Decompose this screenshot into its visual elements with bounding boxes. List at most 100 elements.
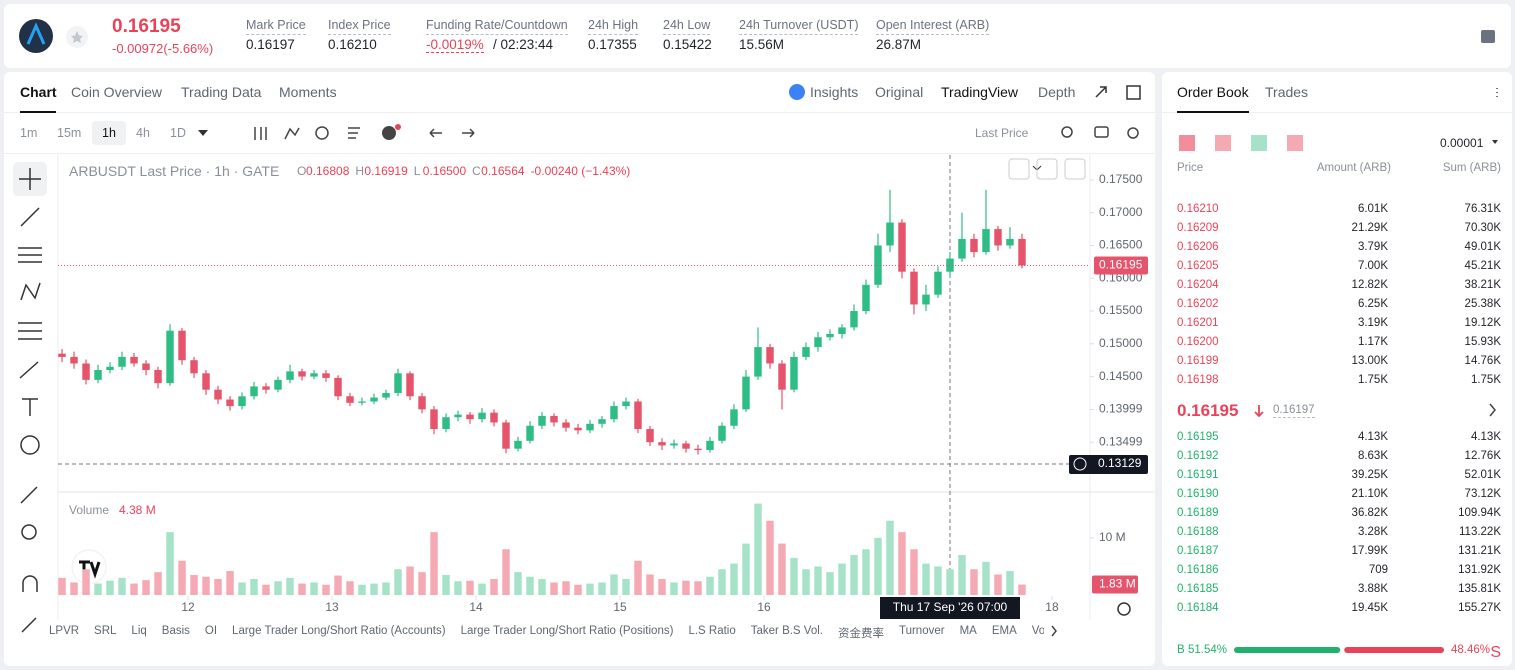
arrow-right[interactable] <box>1489 403 1496 417</box>
interval[interactable]: 1h <box>102 126 116 140</box>
crosshair-tool[interactable] <box>19 168 41 190</box>
indicator[interactable]: Turnover <box>898 625 945 637</box>
candle-body <box>742 376 750 410</box>
candle-type-icon[interactable] <box>254 127 267 140</box>
pen-tool[interactable] <box>21 617 37 633</box>
volume-bar <box>226 571 234 595</box>
volume-bar <box>142 580 150 595</box>
chart-tab[interactable]: Trading Data <box>181 84 262 100</box>
layout-icon[interactable] <box>1215 135 1231 151</box>
ob-sum: 25.38K <box>1464 298 1501 310</box>
ob-price: 0.16195 <box>1177 431 1219 443</box>
divider <box>4 153 1155 154</box>
volume-bar <box>166 532 174 595</box>
compare-icon[interactable] <box>315 126 329 140</box>
indicator[interactable]: Basis <box>161 625 190 637</box>
indicator[interactable]: Large Trader Long/Short Ratio (Accounts) <box>232 625 446 637</box>
candle-body <box>454 414 462 418</box>
crosshair-plus[interactable] <box>1073 457 1087 471</box>
view-tab[interactable]: Insights <box>810 84 859 100</box>
camera-icon[interactable] <box>1094 126 1109 138</box>
indicator[interactable]: OI <box>204 625 218 637</box>
indicator[interactable]: Liq <box>131 625 147 637</box>
emoji-tool[interactable] <box>20 435 40 455</box>
fit-button[interactable] <box>1064 158 1086 180</box>
chart-tab[interactable]: Coin Overview <box>71 84 163 100</box>
add-icon[interactable] <box>382 126 396 140</box>
indicator-icon[interactable] <box>284 127 300 140</box>
volume-bar <box>874 537 882 595</box>
precision[interactable]: 0.00001 <box>1440 136 1484 150</box>
ohlc-value: 0.16808 <box>306 164 350 178</box>
ob-sum: 45.21K <box>1464 260 1501 272</box>
fib-tool[interactable] <box>18 247 42 263</box>
volume-bar <box>130 583 138 595</box>
indicator[interactable]: EMA <box>991 625 1017 637</box>
undo-icon[interactable] <box>429 128 442 138</box>
chart-tab[interactable]: Moments <box>279 84 337 100</box>
brush-tool[interactable] <box>19 361 39 379</box>
interval[interactable]: 15m <box>57 126 82 140</box>
stat-value: 0.17355 <box>588 37 637 52</box>
indicator[interactable]: 资金费率 <box>837 628 884 640</box>
note-icon[interactable] <box>1481 30 1495 43</box>
ob-sum: 76.31K <box>1464 203 1501 215</box>
redo-icon[interactable] <box>462 128 475 138</box>
volume-bar <box>322 584 330 595</box>
magnet-tool[interactable] <box>22 575 38 592</box>
candle-body <box>658 442 666 446</box>
ohlc-change: -0.00240 (−1.43%) <box>530 164 631 178</box>
interval[interactable]: 4h <box>136 126 150 140</box>
view-tab[interactable]: Depth <box>1038 84 1076 100</box>
search-icon[interactable] <box>1061 126 1073 138</box>
text-tool[interactable] <box>22 398 38 416</box>
plot <box>58 189 1026 595</box>
candle-body <box>610 406 618 420</box>
settings-icon[interactable] <box>1117 602 1131 616</box>
candle-body <box>478 412 486 420</box>
settings-icon[interactable] <box>1127 127 1139 139</box>
candle-body <box>622 401 630 407</box>
ob-sum: 113.22K <box>1459 526 1501 538</box>
ob-sum: 38.21K <box>1464 279 1501 291</box>
line-tool[interactable] <box>20 207 40 227</box>
arrow-right[interactable] <box>1051 625 1057 637</box>
interval[interactable]: 1m <box>20 126 38 140</box>
indicator[interactable]: LPVR <box>49 625 80 637</box>
candle-body <box>850 311 858 328</box>
indicator[interactable]: Large Trader Long/Short Ratio (Positions… <box>460 625 674 637</box>
zoom-tool[interactable] <box>21 524 37 540</box>
interval[interactable]: 1D <box>170 126 186 140</box>
ob-price: 0.16209 <box>1177 222 1219 234</box>
volume-tick-label: 10 M <box>1099 530 1126 544</box>
volume-bar <box>418 572 426 595</box>
volume-bar <box>922 563 930 595</box>
view-tab[interactable]: Original <box>875 84 924 100</box>
price-type[interactable]: Last Price <box>975 126 1029 140</box>
measure-tool[interactable] <box>18 322 42 340</box>
indicator[interactable]: Taker B.S Vol. <box>750 625 823 637</box>
dropdown-icon[interactable] <box>1492 140 1498 144</box>
dropdown-icon[interactable] <box>198 130 208 136</box>
layout-icon[interactable] <box>1251 135 1267 151</box>
collapse-button[interactable] <box>1036 158 1058 180</box>
layout-icon[interactable] <box>1179 135 1195 151</box>
indicator[interactable]: SRL <box>94 625 117 637</box>
window-icon[interactable] <box>1126 85 1141 100</box>
layout-icon[interactable] <box>1287 135 1303 151</box>
indicator[interactable]: MA <box>959 625 977 637</box>
indicator[interactable]: Volu <box>1031 625 1044 637</box>
indicator[interactable]: L.S Ratio <box>688 625 736 637</box>
ob-sum: 14.76K <box>1464 355 1501 367</box>
pattern-tool[interactable] <box>20 282 41 301</box>
ob-tab[interactable]: Trades <box>1265 84 1309 100</box>
volume-bar <box>334 575 342 595</box>
last-volume-label: 1.83 M <box>1099 577 1136 591</box>
ruler-tool[interactable] <box>20 486 38 504</box>
ob-tab[interactable]: Order Book <box>1177 84 1249 100</box>
template-icon[interactable] <box>348 127 360 139</box>
chart-tab[interactable]: Chart <box>20 84 57 100</box>
expand-icon[interactable] <box>1095 86 1107 98</box>
view-tab[interactable]: TradingView <box>941 84 1019 100</box>
scroll-button[interactable] <box>1008 158 1030 180</box>
